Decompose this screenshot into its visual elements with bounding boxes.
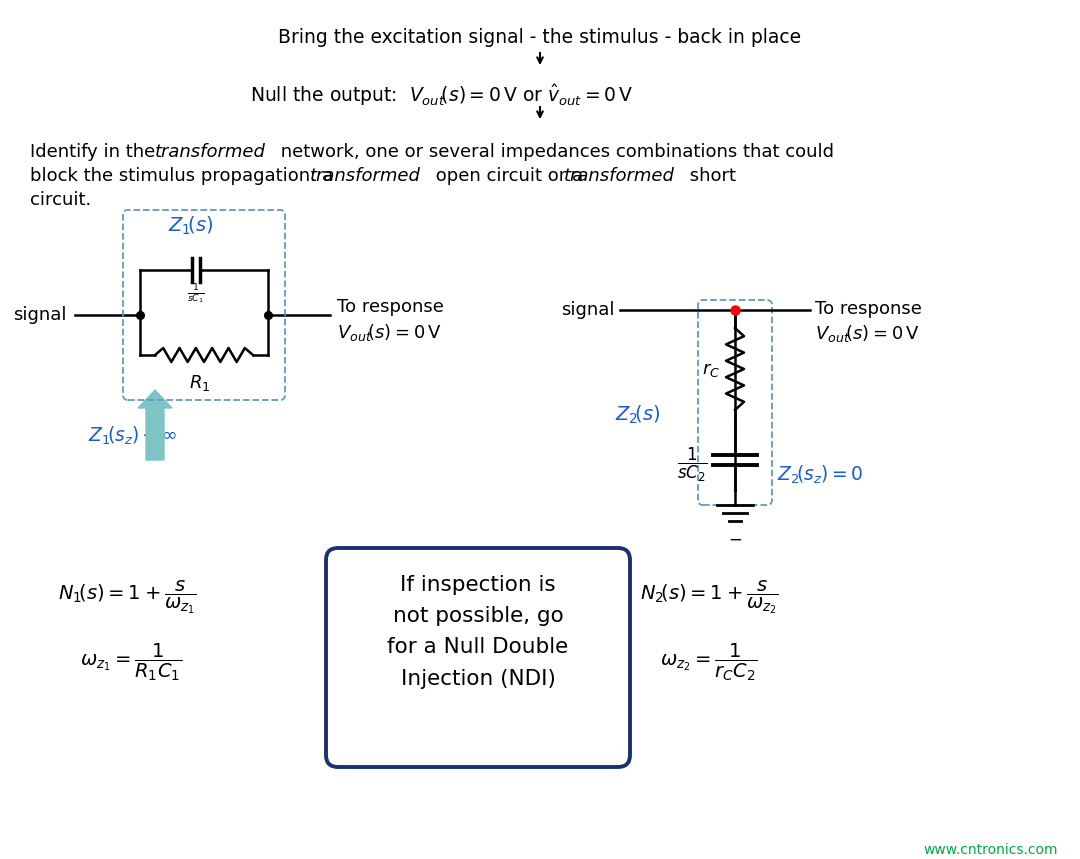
Text: $V_{out}\!\left(s\right)=0\,\mathrm{V}$: $V_{out}\!\left(s\right)=0\,\mathrm{V}$ — [815, 323, 919, 344]
Text: signal: signal — [13, 306, 67, 324]
Text: $r_C$: $r_C$ — [702, 361, 720, 379]
Text: block the stimulus propagation: a: block the stimulus propagation: a — [30, 167, 339, 185]
Text: $\dfrac{1}{sC_2}$: $\dfrac{1}{sC_2}$ — [677, 446, 707, 484]
Text: $Z_2\!\left(s_z\right)=0$: $Z_2\!\left(s_z\right)=0$ — [777, 464, 864, 486]
Text: $V_{out}\!\left(s\right)=0\,\mathrm{V}$: $V_{out}\!\left(s\right)=0\,\mathrm{V}$ — [337, 322, 442, 343]
Text: signal: signal — [562, 301, 615, 319]
Text: transformed: transformed — [310, 167, 421, 185]
Text: $R_1$: $R_1$ — [189, 373, 211, 393]
FancyArrow shape — [138, 390, 172, 460]
Text: $Z_1\!\left(s\right)$: $Z_1\!\left(s\right)$ — [168, 215, 214, 237]
Text: $Z_1\!\left(s_z\right)\rightarrow\infty$: $Z_1\!\left(s_z\right)\rightarrow\infty$ — [87, 425, 177, 448]
Text: $-$: $-$ — [728, 530, 742, 548]
Text: To response: To response — [337, 298, 444, 316]
Text: network, one or several impedances combinations that could: network, one or several impedances combi… — [275, 143, 834, 161]
Text: $\frac{1}{sC_1}$: $\frac{1}{sC_1}$ — [187, 282, 205, 306]
Text: $Z_2\!\left(s\right)$: $Z_2\!\left(s\right)$ — [615, 404, 661, 426]
Text: $N_1\!\left(s\right)=1+\dfrac{s}{\omega_{z_1}}$: $N_1\!\left(s\right)=1+\dfrac{s}{\omega_… — [58, 578, 197, 616]
Text: $N_2\!\left(s\right)=1+\dfrac{s}{\omega_{z_2}}$: $N_2\!\left(s\right)=1+\dfrac{s}{\omega_… — [640, 578, 779, 616]
Text: transformed: transformed — [156, 143, 266, 161]
Text: $\omega_{z_1}=\dfrac{1}{R_1 C_1}$: $\omega_{z_1}=\dfrac{1}{R_1 C_1}$ — [80, 642, 183, 684]
Text: If inspection is
not possible, go
for a Null Double
Injection (NDI): If inspection is not possible, go for a … — [388, 575, 569, 689]
Text: $\omega_{z_2}=\dfrac{1}{r_C C_2}$: $\omega_{z_2}=\dfrac{1}{r_C C_2}$ — [660, 642, 757, 684]
Text: To response: To response — [815, 300, 922, 318]
Text: www.cntronics.com: www.cntronics.com — [923, 843, 1058, 857]
Text: open circuit or a: open circuit or a — [430, 167, 589, 185]
Text: circuit.: circuit. — [30, 191, 91, 209]
Text: Bring the excitation signal - the stimulus - back in place: Bring the excitation signal - the stimul… — [279, 28, 801, 47]
FancyBboxPatch shape — [326, 548, 630, 767]
Text: short: short — [684, 167, 735, 185]
Text: Null the output:  $V_{out}\!\left(s\right)=0\,\mathrm{V}$ or $\hat{v}_{out}=0\,\: Null the output: $V_{out}\!\left(s\right… — [249, 82, 633, 108]
Text: transformed: transformed — [564, 167, 675, 185]
Text: Identify in the: Identify in the — [30, 143, 161, 161]
